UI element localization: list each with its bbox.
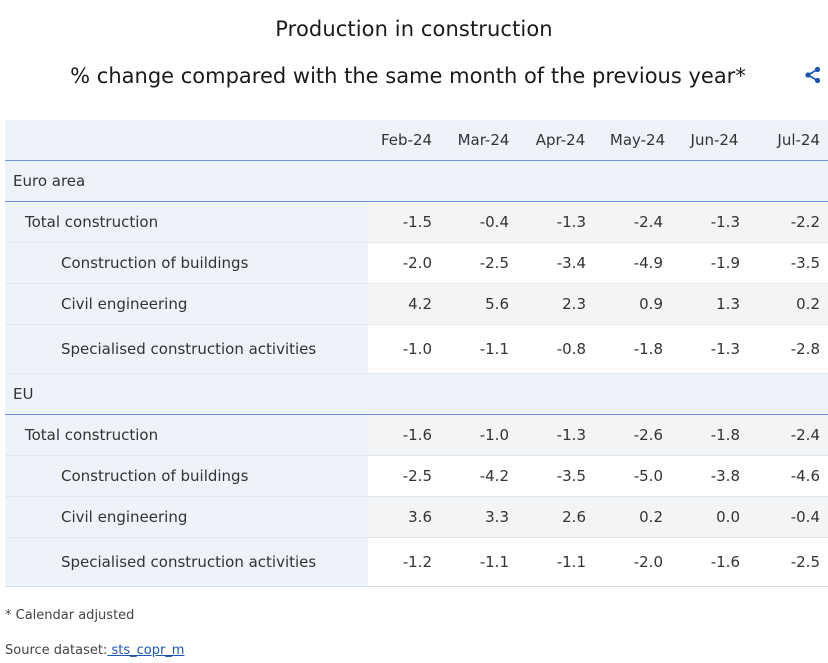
group-label: Euro area	[5, 160, 828, 202]
source-line: Source dataset: sts_copr_m	[5, 643, 184, 658]
table-cell: -0.4	[753, 496, 828, 538]
table-cell: -1.6	[676, 537, 753, 587]
group-row: Euro area	[5, 160, 828, 202]
table-cell: -2.4	[599, 201, 676, 243]
row-label: Construction of buildings	[5, 242, 368, 284]
table-cell: 0.2	[753, 283, 828, 325]
table-cell: 0.9	[599, 283, 676, 325]
table-cell: 2.6	[522, 496, 599, 538]
data-table: Feb-24 Mar-24 Apr-24 May-24 Jun-24 Jul-2…	[5, 120, 828, 587]
table-cell: -1.8	[676, 414, 753, 456]
table-cell: -5.0	[599, 455, 676, 497]
header-corner	[5, 120, 368, 161]
table-cell: -1.5	[368, 201, 445, 243]
table-cell: -1.0	[445, 414, 522, 456]
table-body: Euro area Total construction -1.5 -0.4 -1.3-…	[5, 160, 828, 587]
table-cell: 5.6	[445, 283, 522, 325]
table-cell: 0.2	[599, 496, 676, 538]
table-cell: -1.0	[368, 324, 445, 374]
group-row: EU	[5, 373, 828, 415]
table-cell: -0.4	[445, 201, 522, 243]
table-cell: -1.9	[676, 242, 753, 284]
group-label: EU	[5, 373, 828, 415]
table-cell: -2.0	[368, 242, 445, 284]
table-cell: -1.6	[368, 414, 445, 456]
table-cell: -1.1	[445, 537, 522, 587]
table-row: Total construction -1.6 -1.0 -1.3 -2.6 -1.8 -2…	[5, 414, 828, 456]
row-label: Total construction	[5, 414, 368, 456]
column-header: Jul-24	[753, 120, 828, 161]
column-header: Mar-24	[445, 120, 522, 161]
share-icon[interactable]	[804, 66, 822, 84]
column-header: Jun-24	[676, 120, 753, 161]
table-cell: -4.6	[753, 455, 828, 497]
row-label: Construction of buildings	[5, 455, 368, 497]
table-cell: -2.6	[599, 414, 676, 456]
table-row: Specialised construction activities -1.2-…	[5, 537, 828, 587]
table-cell: -2.5	[368, 455, 445, 497]
table-cell: -1.1	[445, 324, 522, 374]
table-cell: -3.8	[676, 455, 753, 497]
table-cell: -2.5	[753, 537, 828, 587]
chart-subtitle: % change compared with the same month of…	[70, 64, 746, 88]
source-dataset-link[interactable]: sts_copr_m	[107, 643, 185, 658]
table-row: Civil engineering 4.2 5.6 2.3 0.9 1.3 0.2	[5, 283, 828, 325]
table-cell: -1.2	[368, 537, 445, 587]
table-cell: 3.6	[368, 496, 445, 538]
row-label: Specialised construction activities	[5, 324, 368, 374]
chart-title: Production in construction	[275, 17, 553, 41]
column-header: Apr-24	[522, 120, 599, 161]
table-cell: -2.5	[445, 242, 522, 284]
row-label: Specialised construction activities	[5, 537, 368, 587]
table-cell: 4.2	[368, 283, 445, 325]
column-header: May-24	[599, 120, 676, 161]
table-cell: -1.3	[676, 201, 753, 243]
table-row: Construction of buildings -2.5 -4.2 -3.5 -5.…	[5, 455, 828, 497]
table-cell: -1.3	[522, 414, 599, 456]
source-label: Source dataset:	[5, 643, 108, 658]
header-row: Feb-24 Mar-24 Apr-24 May-24 Jun-24 Jul-2…	[5, 120, 828, 161]
table-cell: -3.5	[522, 455, 599, 497]
table-cell: -2.0	[599, 537, 676, 587]
table-cell: -4.2	[445, 455, 522, 497]
table-cell: 3.3	[445, 496, 522, 538]
table-row: Civil engineering 3.6 3.3 2.6 0.2 0.0 -0.4	[5, 496, 828, 538]
table-cell: -1.8	[599, 324, 676, 374]
table-row: Construction of buildings -2.0 -2.5 -3.4 -4.…	[5, 242, 828, 284]
column-header: Feb-24	[368, 120, 445, 161]
table-cell: 0.0	[676, 496, 753, 538]
table-cell: 2.3	[522, 283, 599, 325]
table-cell: -3.5	[753, 242, 828, 284]
row-label: Total construction	[5, 201, 368, 243]
row-label: Civil engineering	[5, 496, 368, 538]
table-cell: -2.2	[753, 201, 828, 243]
table-cell: -1.3	[522, 201, 599, 243]
table-cell: -0.8	[522, 324, 599, 374]
row-label: Civil engineering	[5, 283, 368, 325]
table-row: Total construction -1.5 -0.4 -1.3 -2.4 -1.3 -2…	[5, 201, 828, 243]
table-cell: -3.4	[522, 242, 599, 284]
table-cell: -2.4	[753, 414, 828, 456]
footnote: * Calendar adjusted	[5, 608, 135, 623]
table-cell: -2.8	[753, 324, 828, 374]
table-cell: -4.9	[599, 242, 676, 284]
table-cell: -1.3	[676, 324, 753, 374]
table-cell: 1.3	[676, 283, 753, 325]
table-cell: -1.1	[522, 537, 599, 587]
table-row: Specialised construction activities -1.0-…	[5, 324, 828, 374]
